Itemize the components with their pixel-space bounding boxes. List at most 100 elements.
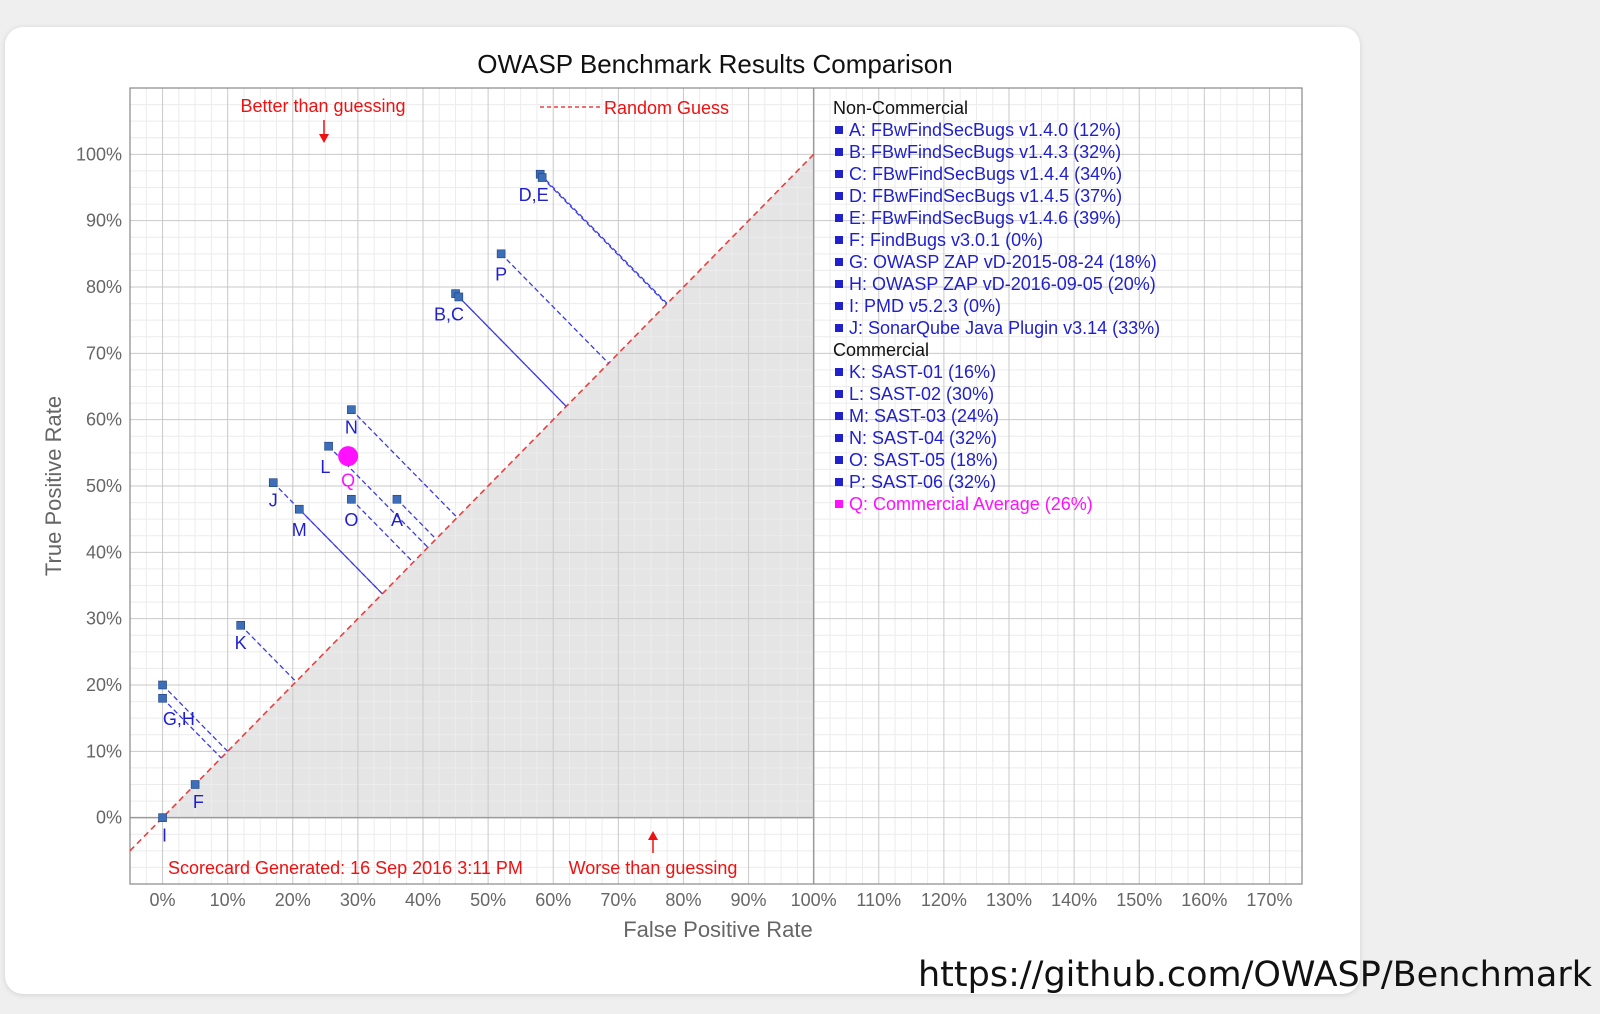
source-url[interactable]: https://github.com/OWASP/Benchmark bbox=[918, 955, 1593, 995]
point-e bbox=[537, 173, 547, 182]
legend-item-g: G: OWASP ZAP vD-2015-08-24 (18%) bbox=[849, 252, 1157, 272]
point-c bbox=[454, 292, 464, 302]
legend-marker-g bbox=[835, 258, 843, 266]
point-label-l: L bbox=[320, 457, 330, 477]
legend-item-i: I: PMD v5.2.3 (0%) bbox=[849, 296, 1001, 316]
point-h bbox=[158, 693, 167, 703]
x-axis-label: False Positive Rate bbox=[623, 917, 813, 942]
legend-item-m: M: SAST-03 (24%) bbox=[849, 406, 999, 426]
point-label-g-h: G,H bbox=[163, 709, 195, 729]
x-tick-label: 130% bbox=[986, 890, 1032, 910]
legend-marker-e bbox=[835, 214, 843, 222]
point-l bbox=[324, 441, 333, 451]
chart-card: 0% 10% 20% 30% 40% 50% 60% 70% 80% 90% 100% 110% 120… bbox=[5, 27, 1360, 994]
projection-line-d bbox=[539, 173, 668, 305]
point-a bbox=[392, 494, 402, 504]
legend-item-a: A: FBwFindSecBugs v1.4.0 (12%) bbox=[849, 120, 1121, 140]
y-tick-label: 10% bbox=[86, 741, 122, 761]
x-tick-label: 120% bbox=[921, 890, 967, 910]
x-tick-label: 10% bbox=[210, 890, 246, 910]
x-tick-label: 50% bbox=[470, 890, 506, 910]
point-label-o: O bbox=[344, 510, 358, 530]
y-tick-label: 40% bbox=[86, 542, 122, 562]
y-tick-label: 30% bbox=[86, 609, 122, 629]
x-tick-label: 90% bbox=[731, 890, 767, 910]
legend-item-o: O: SAST-05 (18%) bbox=[849, 450, 998, 470]
x-tick-label: 110% bbox=[856, 890, 901, 910]
x-tick-label: 60% bbox=[535, 890, 571, 910]
point-f bbox=[190, 780, 200, 789]
legend-item-j: J: SonarQube Java Plugin v3.14 (33%) bbox=[849, 318, 1160, 338]
point-label-q: Q bbox=[341, 470, 355, 490]
x-tick-label: 20% bbox=[275, 890, 311, 910]
legend-marker-i bbox=[835, 302, 843, 310]
x-tick-label: 160% bbox=[1181, 890, 1227, 910]
point-m bbox=[294, 504, 304, 514]
projection-line-m bbox=[298, 508, 383, 595]
y-tick-label: 70% bbox=[86, 343, 122, 363]
projection-line-e bbox=[541, 177, 667, 305]
legend-marker-j bbox=[835, 324, 843, 332]
point-label-f: F bbox=[193, 792, 204, 812]
point-j bbox=[268, 478, 278, 487]
projection-line-p bbox=[500, 253, 610, 364]
legend-marker-f bbox=[835, 236, 843, 244]
random-guess-label: Random Guess bbox=[604, 98, 729, 118]
point-label-j: J bbox=[269, 490, 278, 510]
y-tick-label: 60% bbox=[86, 410, 122, 430]
better-than-guessing-label: Better than guessing bbox=[240, 96, 405, 116]
legend-item-h: H: OWASP ZAP vD-2016-09-05 (20%) bbox=[849, 274, 1156, 294]
legend-item-b: B: FBwFindSecBugs v1.4.3 (32%) bbox=[849, 142, 1121, 162]
legend-item-c: C: FBwFindSecBugs v1.4.4 (34%) bbox=[849, 164, 1122, 184]
y-tick-label: 20% bbox=[86, 675, 122, 695]
x-tick-label: 140% bbox=[1051, 890, 1097, 910]
point-label-b-c: B,C bbox=[434, 305, 464, 325]
point-n bbox=[347, 405, 356, 415]
legend-item-d: D: FBwFindSecBugs v1.4.5 (37%) bbox=[849, 186, 1122, 206]
y-axis-label: True Positive Rate bbox=[41, 396, 66, 576]
point-label-k: K bbox=[235, 633, 247, 653]
plot-border bbox=[129, 87, 1303, 885]
legend-marker-p bbox=[835, 478, 843, 486]
x-tick-label: 30% bbox=[340, 890, 376, 910]
legend-marker-d bbox=[835, 192, 843, 200]
legend-item-p: P: SAST-06 (32%) bbox=[849, 472, 996, 492]
projection-line-b bbox=[455, 293, 567, 407]
projection-line-o bbox=[350, 498, 414, 563]
point-label-n: N bbox=[345, 417, 358, 437]
chart-title: OWASP Benchmark Results Comparison bbox=[477, 49, 952, 79]
y-tick-label: 100% bbox=[76, 144, 122, 164]
point-i bbox=[158, 813, 167, 822]
worse-than-guessing-label: Worse than guessing bbox=[569, 858, 738, 878]
legend-marker-m bbox=[835, 412, 843, 420]
legend-marker-h bbox=[835, 280, 843, 288]
x-tick-label: 70% bbox=[600, 890, 636, 910]
legend-item-e: E: FBwFindSecBugs v1.4.6 (39%) bbox=[849, 208, 1121, 228]
x-tick-label: 150% bbox=[1116, 890, 1162, 910]
projection-line-k bbox=[240, 624, 297, 683]
point-label-a: A bbox=[391, 510, 403, 530]
legend-marker-b bbox=[835, 148, 843, 156]
y-tick-label: 50% bbox=[86, 476, 122, 496]
projection-line-n bbox=[350, 409, 458, 518]
legend-item-n: N: SAST-04 (32%) bbox=[849, 428, 997, 448]
projection-line-a bbox=[396, 498, 437, 540]
point-q bbox=[338, 446, 359, 467]
legend-marker-k bbox=[835, 368, 843, 376]
random-guess-line bbox=[129, 153, 815, 852]
point-label-m: M bbox=[292, 520, 307, 540]
legend-marker-c bbox=[835, 170, 843, 178]
point-label-p: P bbox=[495, 265, 507, 285]
point-label-d-e: D,E bbox=[519, 185, 549, 205]
x-tick-label: 170% bbox=[1246, 890, 1292, 910]
worse-arrow-head bbox=[648, 831, 658, 840]
point-k bbox=[236, 620, 245, 630]
x-tick-label: 80% bbox=[665, 890, 701, 910]
legend-marker-l bbox=[835, 390, 843, 398]
legend-marker-q bbox=[835, 500, 843, 508]
y-tick-label: 90% bbox=[86, 211, 122, 231]
x-tick-label: 100% bbox=[791, 890, 837, 910]
projection-line-h bbox=[162, 697, 222, 759]
better-arrow-head bbox=[319, 134, 329, 143]
point-g bbox=[158, 680, 167, 690]
